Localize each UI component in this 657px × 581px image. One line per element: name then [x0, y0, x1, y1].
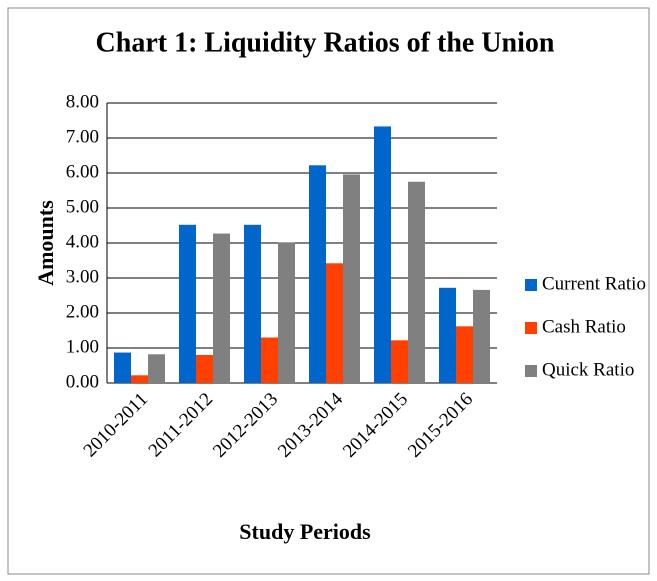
bar: [278, 242, 295, 383]
chart-title: Chart 1: Liquidity Ratios of the Union: [96, 27, 555, 58]
y-tick-label: 1.00: [66, 336, 99, 357]
y-tick-label: 2.00: [66, 301, 99, 322]
y-tick-label: 3.00: [66, 266, 99, 287]
bar: [114, 352, 131, 383]
legend-swatch: [525, 322, 537, 334]
legend-swatch: [525, 365, 537, 377]
legend-swatch: [525, 279, 537, 291]
bar: [244, 224, 261, 383]
bar: [131, 375, 148, 383]
bar: [179, 224, 196, 383]
legend-label: Quick Ratio: [542, 359, 634, 380]
bar: [309, 165, 326, 383]
y-tick-label: 8.00: [66, 91, 99, 112]
bar: [374, 126, 391, 383]
bar: [456, 326, 473, 383]
bar: [326, 263, 343, 383]
y-tick-label: 6.00: [66, 161, 99, 182]
y-tick-label: 5.00: [66, 196, 99, 217]
legend-label: Current Ratio: [542, 273, 646, 294]
bar: [439, 287, 456, 383]
y-axis-label: Amounts: [33, 200, 58, 286]
bar: [261, 337, 278, 383]
legend-label: Cash Ratio: [542, 316, 626, 337]
bar: [213, 233, 230, 383]
bar: [391, 340, 408, 383]
bar: [343, 174, 360, 383]
bar: [196, 355, 213, 383]
y-tick-label: 7.00: [66, 126, 99, 147]
bar: [473, 289, 490, 383]
x-axis-label: Study Periods: [239, 519, 371, 544]
bar: [148, 354, 165, 383]
y-tick-label: 4.00: [66, 231, 99, 252]
bar: [408, 181, 425, 383]
y-tick-label: 0.00: [66, 371, 99, 392]
